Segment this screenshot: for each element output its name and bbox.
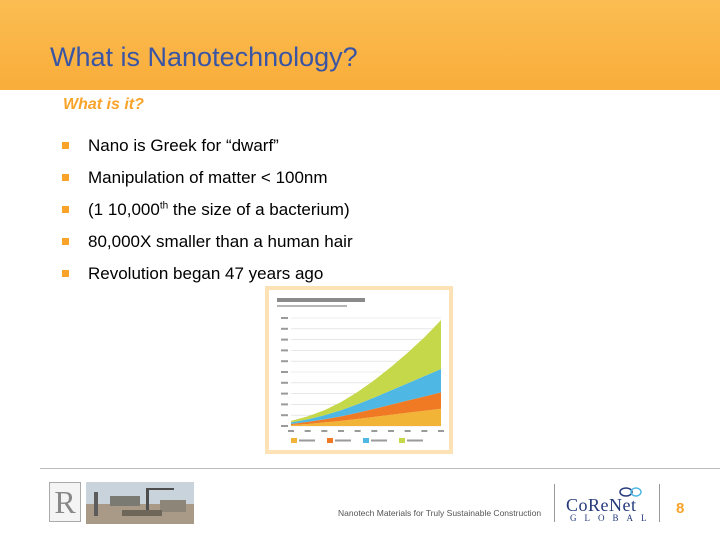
- x-tick-label-blur: [338, 430, 344, 432]
- x-tick-label-blur: [421, 430, 428, 432]
- y-tick-label-blur: [281, 381, 288, 384]
- x-tick-label-blur: [304, 430, 311, 432]
- r-logo: R: [49, 482, 81, 522]
- bullet-square-icon: [62, 238, 69, 245]
- series-area-1: [291, 392, 441, 425]
- bullet-text: (1 10,000th the size of a bacterium): [88, 200, 350, 220]
- bullet-square-icon: [62, 206, 69, 213]
- bullet-text: Revolution began 47 years ago: [88, 264, 324, 283]
- y-tick-label-blur: [281, 371, 288, 373]
- slide-subtitle: What is it?: [63, 96, 144, 113]
- y-tick-label-blur: [281, 414, 288, 417]
- page-number: 8: [676, 500, 685, 517]
- x-tick-label-blur: [354, 430, 361, 432]
- construction-photo-graphic: [86, 482, 194, 524]
- construction-photo: [86, 482, 194, 524]
- bullet-text: 80,000X smaller than a human hair: [88, 232, 353, 251]
- x-tick-label-blur: [371, 430, 378, 432]
- legend-label-blur-2: [371, 439, 387, 442]
- bullet-text: Manipulation of matter < 100nm: [88, 168, 328, 187]
- corenet-name: CoReNet: [566, 495, 637, 515]
- y-tick-label-blur: [281, 392, 288, 395]
- bullet-square-icon: [62, 174, 69, 181]
- legend-label-blur-1: [335, 439, 351, 442]
- bullet-list: Nano is Greek for “dwarf” Manipulation o…: [62, 136, 662, 296]
- chart-areas: [291, 320, 441, 426]
- legend-label-blur-3: [407, 439, 423, 442]
- x-tick-label-blur: [438, 430, 444, 432]
- legend-swatch-1: [327, 438, 333, 443]
- chart-heading-blur: [277, 298, 365, 307]
- footer-caption: Nanotech Materials for Truly Sustainable…: [338, 508, 542, 518]
- legend-swatch-3: [399, 438, 405, 443]
- x-tick-label-blur: [321, 430, 328, 432]
- chart-title-blur: [277, 298, 365, 302]
- bullet-item: Nano is Greek for “dwarf”: [62, 136, 662, 168]
- footer-divider: [554, 484, 555, 522]
- legend-swatch-0: [291, 438, 297, 443]
- y-tick-label-blur: [281, 425, 288, 427]
- page-number-divider: [659, 484, 660, 522]
- corenet-swoosh-icon: [619, 487, 642, 497]
- y-tick-label-blur: [281, 349, 288, 352]
- bullet-text-pre: (1 10,000: [88, 200, 160, 219]
- x-tick-label-blur: [404, 430, 411, 432]
- y-tick-label-blur: [281, 327, 288, 330]
- bullet-square-icon: [62, 270, 69, 277]
- bullet-text-post: the size of a bacterium): [168, 200, 350, 219]
- x-tick-label-blur: [288, 430, 294, 432]
- y-tick-label-blur: [281, 403, 288, 406]
- bullet-item: Manipulation of matter < 100nm: [62, 168, 662, 200]
- y-tick-label-blur: [281, 360, 288, 363]
- corenet-global: GLOBAL: [570, 513, 655, 523]
- footer-rule: [40, 468, 720, 469]
- legend-label-blur-0: [299, 439, 315, 442]
- bullet-item: (1 10,000th the size of a bacterium): [62, 200, 662, 232]
- legend-swatch-2: [363, 438, 369, 443]
- header-band: What is Nanotechnology?: [0, 0, 720, 90]
- bullet-square-icon: [62, 142, 69, 149]
- chart-subtitle-blur: [277, 305, 347, 307]
- chart-image-frame: [265, 286, 453, 454]
- series-area-3: [291, 320, 441, 423]
- bullet-superscript: th: [159, 200, 169, 212]
- x-tick-label-blur: [388, 430, 394, 432]
- stacked-area-chart: [277, 298, 444, 443]
- chart-panel: [269, 290, 449, 450]
- y-tick-label-blur: [281, 317, 288, 319]
- chart-legend: [291, 438, 423, 443]
- slide-title: What is Nanotechnology?: [50, 42, 358, 72]
- corenet-logo: CoReNet GLOBAL: [566, 486, 647, 523]
- series-area-0: [291, 408, 441, 426]
- bullet-item: Revolution began 47 years ago: [62, 264, 662, 296]
- bullet-item: 80,000X smaller than a human hair: [62, 232, 662, 264]
- bullet-text: Nano is Greek for “dwarf”: [88, 136, 279, 155]
- y-tick-label-blur: [281, 338, 288, 341]
- series-area-2: [291, 368, 441, 424]
